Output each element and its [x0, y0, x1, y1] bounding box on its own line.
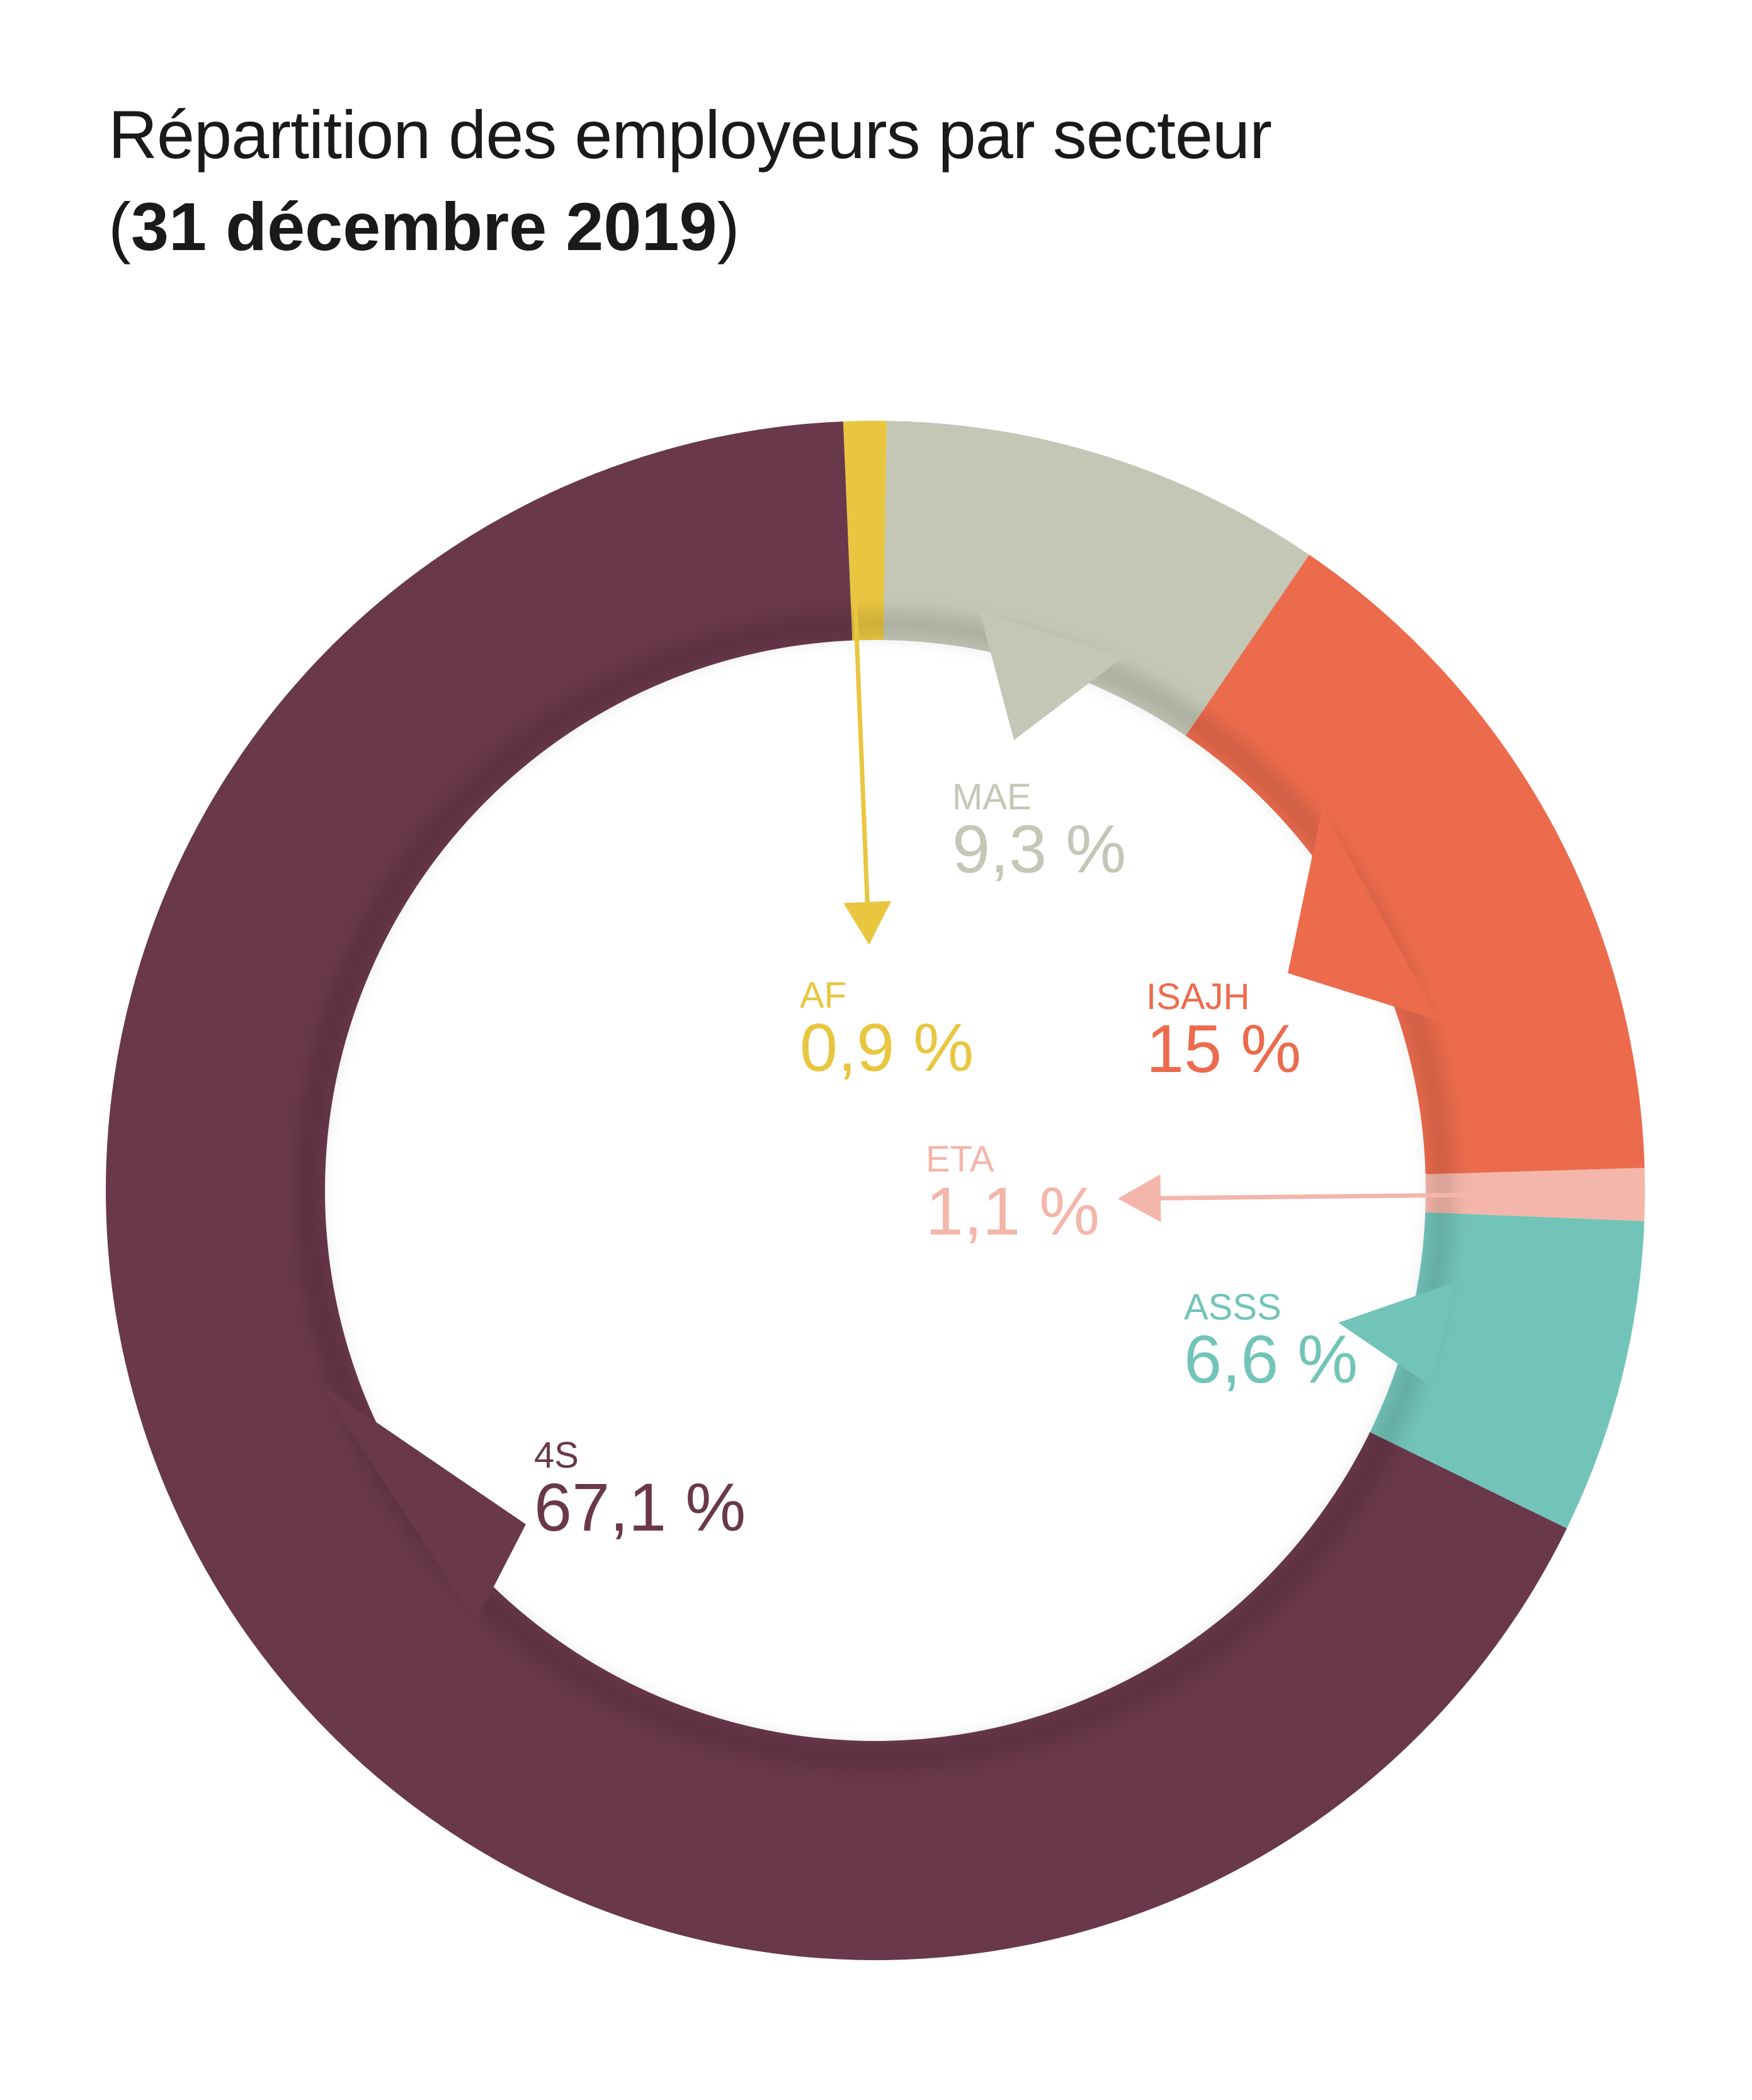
arrow-line-af	[852, 585, 870, 903]
chart-title: Répartition des employeurs par secteur	[108, 96, 1272, 173]
label-value-af: 0,9 %	[800, 1009, 974, 1085]
arrow-mae	[979, 611, 1123, 740]
arrow-4s	[319, 1383, 526, 1623]
label-arrows	[319, 585, 1477, 1623]
arrow-line-eta	[1160, 1192, 1477, 1201]
arrow-isajh	[1288, 807, 1439, 1021]
label-name-eta: ETA	[926, 1139, 994, 1180]
arrow-asss	[1338, 1282, 1457, 1386]
label-value-mae: 9,3 %	[952, 811, 1126, 887]
arrow-head-af	[843, 901, 892, 945]
subtitle-date: 31 décembre 2019	[130, 188, 717, 265]
label-name-af: AF	[800, 975, 846, 1016]
slice-eta	[1425, 1168, 1646, 1221]
chart-subtitle: (31 décembre 2019)	[108, 186, 1271, 267]
subtitle-open-paren: (	[108, 188, 131, 265]
inner-shadow-ring	[296, 611, 1455, 1770]
arrow-head-eta	[1118, 1174, 1161, 1223]
slice-af	[843, 421, 887, 641]
label-value-eta: 1,1 %	[926, 1173, 1100, 1249]
label-name-isajh: ISAJH	[1146, 976, 1249, 1017]
slice-mae	[883, 421, 1309, 736]
inner-shadow-band	[296, 611, 1455, 1770]
label-value-isajh: 15 %	[1146, 1010, 1301, 1087]
donut-slices	[106, 421, 1646, 1961]
chart-title-block: Répartition des employeurs par secteur (…	[108, 94, 1272, 267]
label-name-asss: ASSS	[1184, 1287, 1282, 1328]
slice-isajh	[1185, 554, 1645, 1175]
label-name-4s: 4S	[534, 1435, 579, 1476]
subtitle-close-paren: )	[717, 188, 740, 265]
label-name-mae: MAE	[952, 777, 1032, 818]
label-value-asss: 6,6 %	[1184, 1321, 1358, 1397]
label-value-4s: 67,1 %	[534, 1469, 746, 1545]
